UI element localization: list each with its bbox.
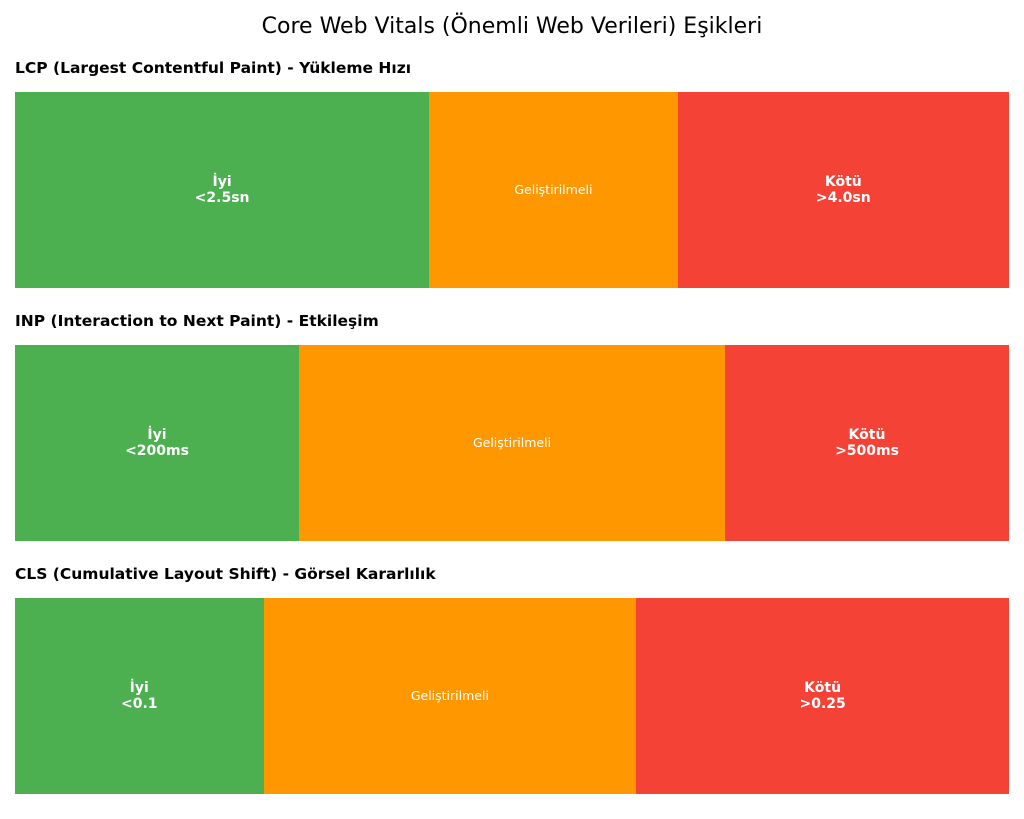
lcp-needs-improvement-segment: Geliştirilmeli [429, 92, 678, 288]
lcp-good-value: <2.5sn [194, 190, 250, 206]
lcp-panel-title: LCP (Largest Contentful Paint) - Yükleme… [15, 59, 412, 77]
inp-good-value: <200ms [125, 443, 189, 459]
cls-bad-label: Kötü [804, 680, 842, 696]
inp-threshold-bar: İyi <200ms Geliştirilmeli Kötü >500ms [15, 345, 1009, 541]
cls-good-label: İyi [129, 680, 149, 696]
lcp-mid-label: Geliştirilmeli [514, 182, 593, 197]
inp-poor-segment: Kötü >500ms [725, 345, 1009, 541]
lcp-good-label: İyi [212, 174, 232, 190]
lcp-threshold-bar: İyi <2.5sn Geliştirilmeli Kötü >4.0sn [15, 92, 1009, 288]
inp-mid-label: Geliştirilmeli [472, 435, 552, 450]
cls-poor-segment: Kötü >0.25 [636, 598, 1009, 794]
cls-good-value: <0.1 [120, 696, 158, 712]
inp-needs-improvement-segment: Geliştirilmeli [299, 345, 725, 541]
inp-good-label: İyi [147, 427, 167, 443]
inp-panel-title: INP (Interaction to Next Paint) - Etkile… [15, 312, 379, 330]
lcp-bad-label: Kötü [824, 174, 862, 190]
lcp-poor-segment: Kötü >4.0sn [677, 92, 1009, 288]
inp-bad-label: Kötü [848, 427, 886, 443]
cls-mid-label: Geliştirilmeli [410, 688, 489, 703]
cls-bad-value: >0.25 [799, 696, 846, 712]
inp-bad-value: >500ms [835, 443, 899, 459]
cls-threshold-bar: İyi <0.1 Geliştirilmeli Kötü >0.25 [15, 598, 1009, 794]
cls-panel-title: CLS (Cumulative Layout Shift) - Görsel K… [15, 565, 436, 583]
cls-needs-improvement-segment: Geliştirilmeli [263, 598, 637, 794]
inp-good-segment: İyi <200ms [15, 345, 299, 541]
cls-good-segment: İyi <0.1 [15, 598, 264, 794]
lcp-good-segment: İyi <2.5sn [15, 92, 430, 288]
chart-title: Core Web Vitals (Önemli Web Verileri) Eş… [261, 14, 763, 39]
lcp-bad-value: >4.0sn [815, 190, 871, 206]
